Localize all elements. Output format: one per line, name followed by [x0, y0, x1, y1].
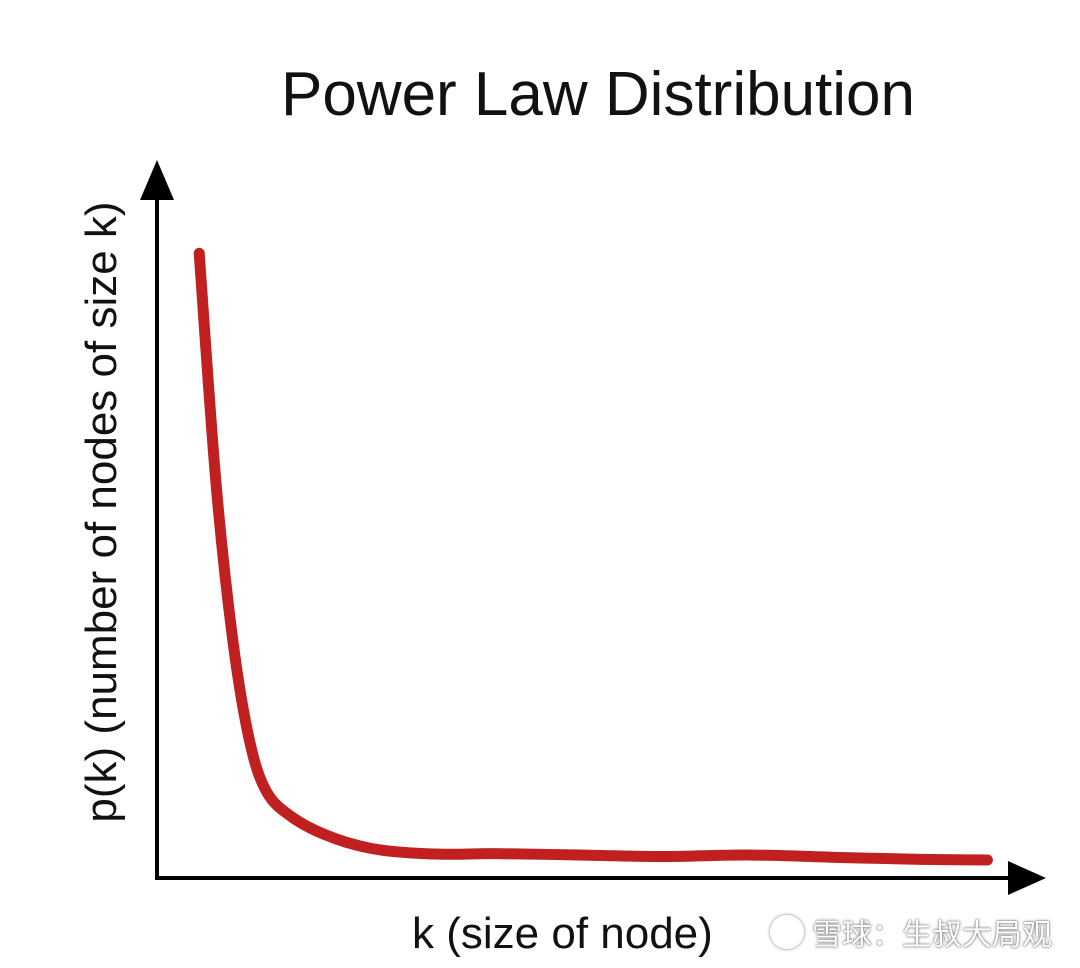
chart-title: Power Law Distribution — [281, 60, 915, 129]
watermark: 雪球：生叔大局观 — [770, 910, 1052, 954]
watermark-text: 雪球：生叔大局观 — [812, 918, 1052, 953]
series-line-power-law — [193, 247, 993, 866]
y-axis-arrow — [140, 160, 174, 200]
y-axis-label: p(k) (number of nodes of size k) — [77, 201, 126, 822]
x-axis-arrow — [1008, 861, 1046, 895]
snowball-logo-icon — [770, 915, 804, 949]
x-axis-label: k (size of node) — [412, 909, 713, 958]
